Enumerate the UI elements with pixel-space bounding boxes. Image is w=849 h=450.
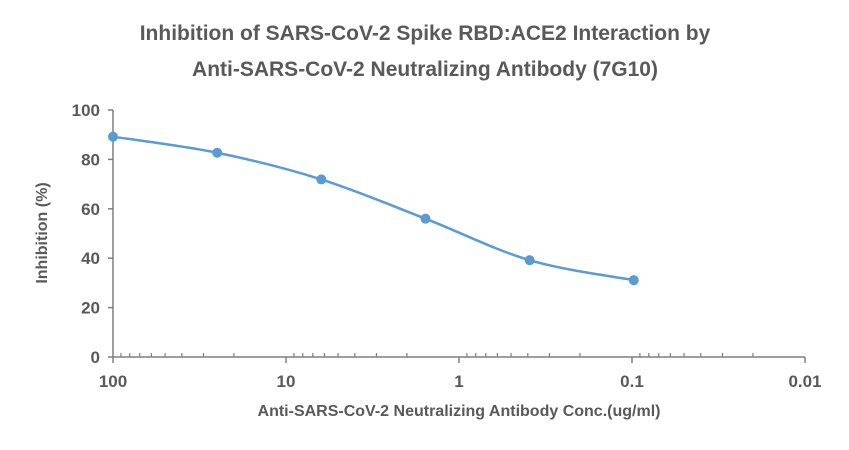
y-tick-label: 0 [91, 348, 100, 367]
data-point [316, 174, 327, 185]
data-point [524, 255, 535, 266]
y-tick-label: 40 [81, 249, 100, 268]
chart-title-line-2: Anti-SARS-CoV-2 Neutralizing Antibody (7… [192, 58, 658, 81]
data-point [212, 147, 223, 158]
data-point [628, 275, 639, 286]
y-tick-label: 20 [81, 299, 100, 318]
series-line [112, 135, 635, 282]
x-axis-label: Anti-SARS-CoV-2 Neutralizing Antibody Co… [258, 403, 661, 420]
x-tick-label: 100 [99, 372, 127, 391]
x-tick-label: 0.1 [620, 372, 644, 391]
x-tick-label: 0.01 [788, 372, 821, 391]
y-tick-label: 100 [72, 101, 100, 120]
y-tick-label: 80 [81, 150, 100, 169]
y-axis-label: Inhibition (%) [34, 182, 51, 283]
x-tick-label: 10 [277, 372, 296, 391]
plot-area [108, 131, 639, 286]
x-tick-label: 1 [454, 372, 463, 391]
axes: 0 20 40 60 80 100 100 10 1 0.1 0.01 [72, 101, 822, 391]
data-point [108, 131, 118, 142]
chart-title-line-1: Inhibition of SARS-CoV-2 Spike RBD:ACE2 … [140, 22, 711, 45]
data-point [420, 213, 431, 224]
y-tick-label: 60 [81, 200, 100, 219]
